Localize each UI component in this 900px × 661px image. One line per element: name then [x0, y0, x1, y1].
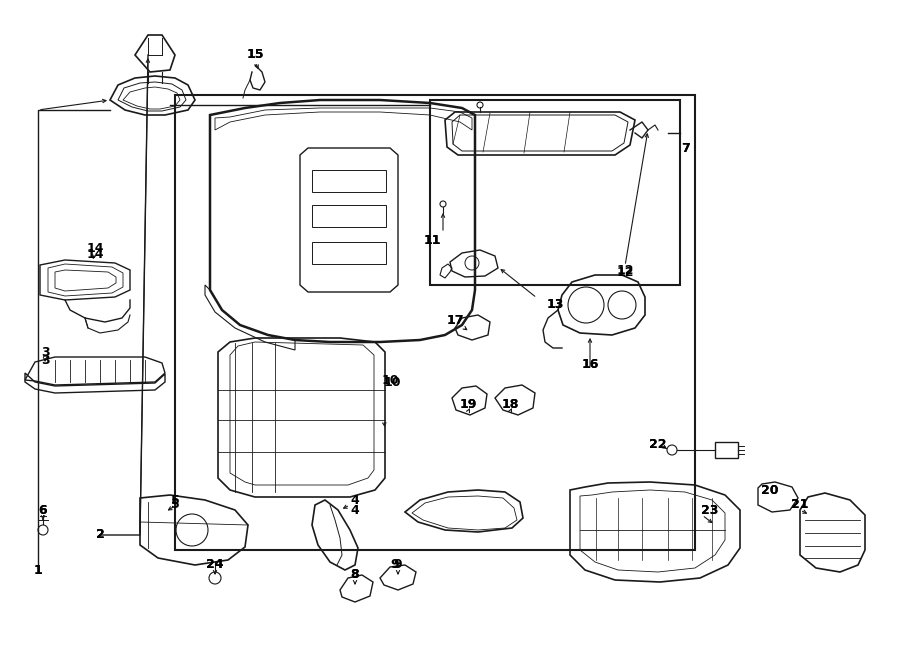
Text: 6: 6: [39, 504, 48, 516]
Text: 15: 15: [247, 48, 264, 61]
Text: 14: 14: [86, 249, 104, 262]
Text: 2: 2: [95, 529, 104, 541]
Text: 11: 11: [423, 233, 441, 247]
Text: 3: 3: [40, 346, 50, 358]
Text: 9: 9: [391, 559, 400, 572]
Text: 10: 10: [383, 377, 400, 389]
Text: 19: 19: [459, 399, 477, 412]
Text: 12: 12: [616, 264, 634, 276]
Text: 1: 1: [33, 563, 42, 576]
Text: 9: 9: [393, 559, 402, 572]
Text: 18: 18: [501, 399, 518, 412]
Text: 23: 23: [701, 504, 719, 516]
Text: 7: 7: [680, 141, 689, 155]
Text: 14: 14: [86, 241, 104, 254]
Text: 20: 20: [761, 483, 778, 496]
Text: 5: 5: [171, 498, 179, 512]
Text: 17: 17: [446, 313, 464, 327]
Text: 20: 20: [761, 483, 778, 496]
Text: 17: 17: [446, 313, 464, 327]
Text: 7: 7: [680, 141, 689, 155]
Text: 3: 3: [40, 354, 50, 366]
Text: 11: 11: [423, 233, 441, 247]
Text: 21: 21: [791, 498, 809, 512]
Text: 21: 21: [791, 498, 809, 512]
Bar: [430, 100, 680, 285]
Text: 22: 22: [649, 438, 667, 451]
Text: 1: 1: [33, 563, 42, 576]
Text: 13: 13: [546, 299, 563, 311]
Text: 19: 19: [459, 399, 477, 412]
Text: 13: 13: [546, 299, 563, 311]
Text: 8: 8: [351, 568, 359, 582]
Text: 24: 24: [206, 559, 224, 572]
Text: 24: 24: [206, 559, 224, 572]
Text: 2: 2: [95, 529, 104, 541]
Text: 4: 4: [351, 504, 359, 516]
Text: 16: 16: [581, 358, 598, 371]
Text: 15: 15: [247, 48, 264, 61]
Text: 4: 4: [351, 494, 359, 506]
Text: 16: 16: [581, 358, 598, 371]
Bar: [175, 95, 695, 550]
Text: 5: 5: [171, 494, 179, 506]
Text: 23: 23: [701, 504, 719, 516]
Text: 22: 22: [649, 438, 667, 451]
Text: 12: 12: [616, 266, 634, 278]
Text: 10: 10: [382, 373, 399, 387]
Text: 6: 6: [39, 504, 48, 516]
Text: 8: 8: [351, 568, 359, 582]
Text: 18: 18: [501, 399, 518, 412]
